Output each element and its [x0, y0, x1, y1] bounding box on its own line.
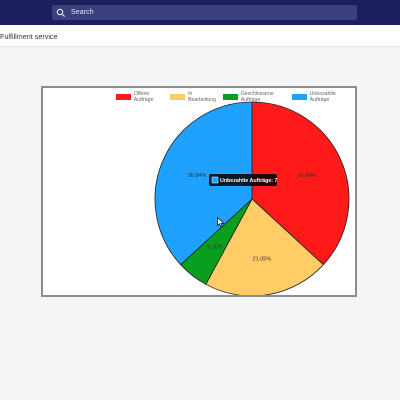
legend-swatch-geschlossene	[222, 94, 238, 100]
pie-label-bearbeitung: 21.05%	[253, 256, 272, 262]
page-title: Fulfillment service	[0, 32, 58, 41]
chart-legend: Offene Aufträge In Bearbeitung Geschloss…	[116, 91, 355, 103]
chart-tooltip: Unbezahlte Aufträge: 7	[209, 174, 278, 186]
tooltip-background	[209, 174, 277, 186]
legend-swatch-unbezahlte	[291, 94, 307, 100]
top-navigation-bar: Search	[0, 0, 400, 25]
chart-card: Offene Aufträge In Bearbeitung Geschloss…	[41, 86, 357, 297]
pie-label-unbezahlte: 36.84%	[188, 173, 207, 179]
page-header: Fulfillment service	[0, 25, 400, 47]
pie-label-offene: 36.84%	[298, 173, 317, 179]
pie-slice-offene[interactable]	[251, 101, 350, 266]
legend-label-bearbeitung: In Bearbeitung	[188, 91, 217, 103]
legend-item-geschlossene[interactable]: Geschlossene Aufträge	[222, 91, 287, 103]
legend-label-geschlossene: Geschlossene Aufträge	[240, 91, 274, 103]
legend-item-offene[interactable]: Offene Aufträge	[116, 91, 165, 103]
search-icon	[56, 8, 66, 18]
legend-label-unbezahlte: Unbezahlte Aufträge	[309, 91, 336, 103]
pie-chart: 36.84% 21.05% 5.26% 36.84% Unbezahlte Aufträ…	[154, 101, 350, 295]
pie-label-geschlossene: 5.26%	[207, 244, 223, 250]
legend-item-bearbeitung[interactable]: In Bearbeitung	[169, 91, 218, 103]
legend-label-offene: Offene Aufträge	[133, 91, 154, 103]
tooltip-swatch	[211, 176, 219, 184]
mouse-cursor-icon	[217, 215, 225, 233]
legend-item-unbezahlte[interactable]: Unbezahlte Aufträge	[291, 91, 350, 103]
tooltip-text: Unbezahlte Aufträge: 7	[220, 178, 278, 184]
legend-swatch-offene	[116, 94, 131, 100]
search-placeholder: Search	[71, 9, 94, 16]
search-input[interactable]: Search	[52, 5, 357, 20]
pie-slice-bearbeitung[interactable]	[205, 198, 324, 295]
pie-slice-unbezahlte[interactable]	[154, 101, 253, 266]
legend-swatch-bearbeitung	[169, 94, 186, 100]
